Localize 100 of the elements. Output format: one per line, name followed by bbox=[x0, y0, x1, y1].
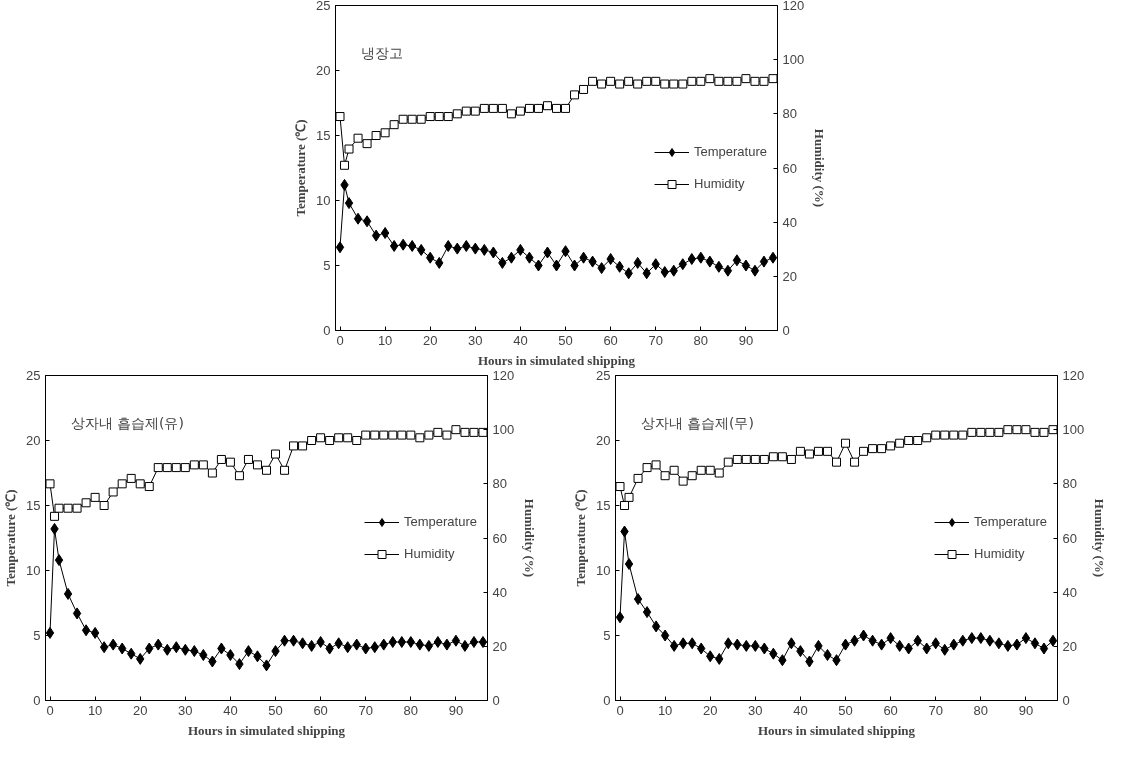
x-tick-label: 70 bbox=[648, 332, 663, 348]
point bbox=[452, 109, 462, 119]
point bbox=[334, 433, 344, 443]
y2-tick-label: 40 bbox=[1062, 584, 1077, 600]
point bbox=[859, 446, 869, 456]
point bbox=[469, 636, 479, 648]
point bbox=[868, 444, 878, 454]
point bbox=[171, 463, 181, 473]
point bbox=[108, 638, 118, 651]
point bbox=[460, 427, 470, 437]
point bbox=[162, 463, 172, 473]
x-tick-label: 90 bbox=[738, 332, 754, 348]
y-tick-label: 15 bbox=[596, 498, 611, 513]
point bbox=[1048, 425, 1058, 435]
point bbox=[723, 457, 733, 467]
y2-tick-label: 120 bbox=[492, 368, 515, 383]
point bbox=[714, 76, 724, 86]
legend-label: Temperature bbox=[694, 144, 767, 159]
point bbox=[388, 430, 398, 440]
point bbox=[768, 251, 778, 264]
point bbox=[606, 253, 615, 265]
y-tick-label: 5 bbox=[33, 628, 41, 643]
point bbox=[624, 558, 634, 570]
point bbox=[343, 433, 353, 443]
point bbox=[90, 626, 100, 639]
point bbox=[624, 492, 634, 502]
point bbox=[316, 433, 326, 443]
point bbox=[714, 260, 724, 273]
y-tick-label: 20 bbox=[316, 63, 331, 78]
point bbox=[705, 74, 715, 84]
y2-tick-label: 80 bbox=[782, 106, 797, 122]
x-axis-title: Hours in simulated shipping bbox=[187, 722, 346, 738]
y2-tick-label: 120 bbox=[782, 0, 805, 13]
point bbox=[63, 587, 73, 600]
point bbox=[497, 103, 507, 113]
point bbox=[461, 106, 471, 116]
point bbox=[408, 240, 417, 252]
point bbox=[813, 446, 823, 456]
x-tick-label: 30 bbox=[468, 332, 483, 348]
point bbox=[415, 638, 425, 651]
point bbox=[1012, 638, 1022, 651]
point bbox=[371, 229, 381, 242]
point bbox=[759, 255, 769, 268]
point bbox=[705, 465, 715, 475]
point bbox=[822, 446, 832, 456]
x-tick-label: 90 bbox=[1018, 702, 1034, 718]
point bbox=[678, 476, 688, 486]
y-tick-label: 15 bbox=[26, 498, 41, 513]
y2-tick-label: 20 bbox=[1062, 638, 1077, 654]
point bbox=[63, 503, 73, 513]
point bbox=[335, 241, 345, 254]
point bbox=[1048, 634, 1058, 647]
x-tick-label: 10 bbox=[657, 702, 673, 718]
x-tick-label: 40 bbox=[223, 702, 238, 718]
point bbox=[759, 76, 769, 86]
point bbox=[732, 76, 742, 86]
point bbox=[651, 620, 661, 633]
point bbox=[370, 430, 380, 440]
x-tick-label: 40 bbox=[793, 702, 808, 718]
y-axis-title: Temperature (℃) bbox=[3, 489, 19, 587]
point bbox=[895, 438, 905, 448]
point bbox=[207, 468, 217, 478]
point bbox=[723, 264, 733, 277]
point bbox=[470, 106, 480, 116]
point bbox=[660, 629, 670, 642]
point bbox=[741, 259, 751, 272]
x-tick-label: 60 bbox=[313, 702, 328, 718]
x-tick-label: 50 bbox=[558, 332, 573, 348]
y-axis-title: Temperature (℃) bbox=[573, 489, 589, 587]
point bbox=[597, 79, 607, 89]
point bbox=[380, 227, 390, 239]
point bbox=[994, 427, 1004, 437]
y2-tick-label: 120 bbox=[1062, 368, 1085, 383]
point bbox=[479, 103, 489, 113]
point bbox=[642, 606, 652, 619]
y-tick-label: 20 bbox=[596, 433, 611, 448]
point bbox=[759, 454, 769, 464]
point bbox=[687, 471, 697, 481]
point bbox=[660, 266, 669, 278]
point bbox=[388, 636, 397, 648]
point bbox=[325, 436, 335, 445]
point bbox=[615, 482, 625, 492]
x-tick-label: 80 bbox=[403, 702, 419, 718]
point bbox=[415, 433, 425, 443]
point bbox=[687, 76, 697, 86]
point bbox=[1030, 427, 1040, 437]
point bbox=[406, 636, 415, 648]
point bbox=[958, 430, 968, 440]
x-tick-label: 30 bbox=[748, 702, 763, 718]
x-tick-label: 50 bbox=[268, 702, 283, 718]
point bbox=[669, 639, 679, 652]
point bbox=[424, 430, 434, 440]
x-tick-label: 20 bbox=[132, 702, 148, 718]
point bbox=[976, 427, 986, 437]
point bbox=[669, 465, 679, 475]
x-tick-label: 40 bbox=[513, 332, 528, 348]
y2-tick-label: 100 bbox=[782, 52, 805, 68]
point bbox=[570, 90, 580, 100]
point bbox=[108, 487, 118, 497]
y2-tick-label: 40 bbox=[782, 214, 797, 230]
